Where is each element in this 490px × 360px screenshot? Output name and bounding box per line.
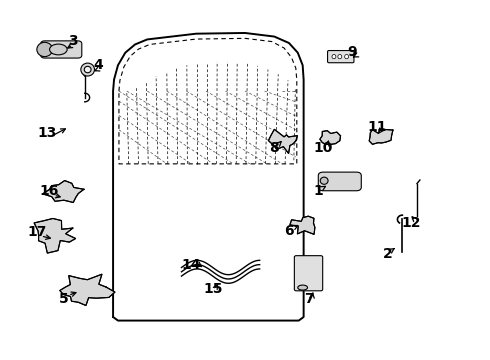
Polygon shape <box>320 131 341 144</box>
Text: 6: 6 <box>284 224 294 238</box>
Text: 14: 14 <box>181 258 201 273</box>
Polygon shape <box>43 181 84 202</box>
Ellipse shape <box>320 177 328 184</box>
FancyBboxPatch shape <box>41 41 82 58</box>
Polygon shape <box>369 129 393 144</box>
Polygon shape <box>290 216 315 234</box>
Ellipse shape <box>344 54 348 59</box>
Text: 9: 9 <box>348 45 357 59</box>
Polygon shape <box>34 219 75 253</box>
Ellipse shape <box>84 66 91 73</box>
Ellipse shape <box>49 44 67 55</box>
Text: 4: 4 <box>94 58 103 72</box>
Ellipse shape <box>37 42 52 57</box>
Text: 13: 13 <box>37 126 57 140</box>
Polygon shape <box>60 274 115 306</box>
Text: 16: 16 <box>40 184 59 198</box>
Text: 3: 3 <box>68 34 78 48</box>
Text: 2: 2 <box>383 247 392 261</box>
Text: 11: 11 <box>367 120 387 134</box>
Ellipse shape <box>338 54 342 59</box>
Ellipse shape <box>332 54 336 59</box>
Ellipse shape <box>298 285 308 290</box>
Text: 17: 17 <box>27 225 47 239</box>
FancyBboxPatch shape <box>318 172 361 191</box>
FancyBboxPatch shape <box>294 256 323 291</box>
Text: 7: 7 <box>304 292 313 306</box>
Text: 1: 1 <box>314 184 323 198</box>
Ellipse shape <box>81 63 95 76</box>
Text: 5: 5 <box>59 292 69 306</box>
Text: 12: 12 <box>401 216 421 230</box>
FancyBboxPatch shape <box>328 50 354 63</box>
Text: 15: 15 <box>203 282 223 296</box>
Polygon shape <box>269 129 297 153</box>
Text: 8: 8 <box>270 141 279 155</box>
Text: 10: 10 <box>314 141 333 155</box>
